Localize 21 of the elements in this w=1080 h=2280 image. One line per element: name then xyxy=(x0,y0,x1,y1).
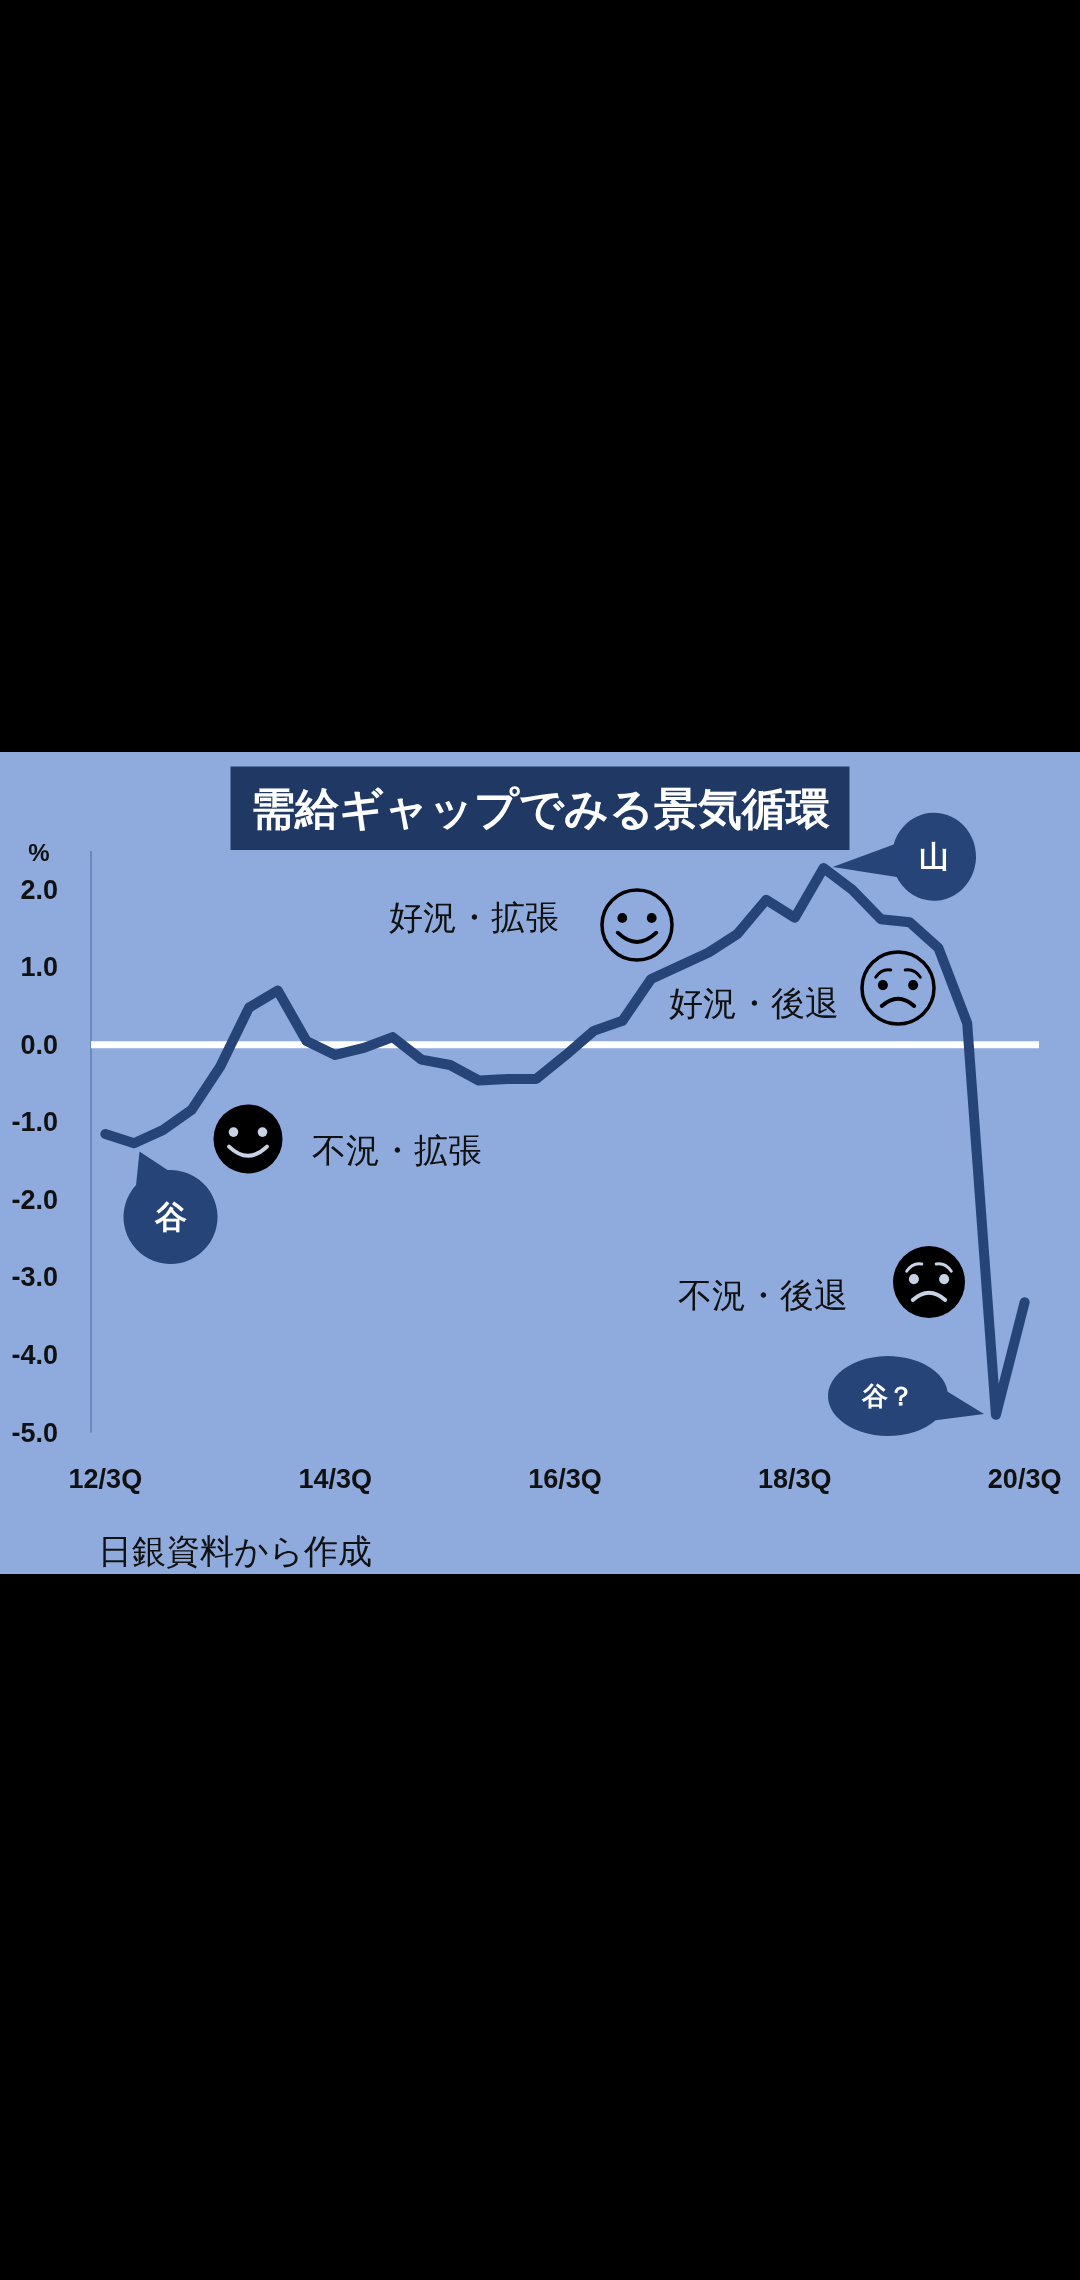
category-label: 20/3Q xyxy=(987,1464,1062,1494)
category-label: 18/3Q xyxy=(758,1464,832,1494)
text: -5.0 xyxy=(11,1417,58,1448)
chart-title: 需給ギャップでみる景気循環 xyxy=(250,783,830,833)
text: -4.0 xyxy=(11,1339,58,1370)
text: 2.0 xyxy=(20,874,58,905)
category-label: 12/3Q xyxy=(68,1464,143,1494)
title: 需給ギャップでみる景気循環 xyxy=(230,766,850,850)
annotation: 不況・拡張 xyxy=(312,1131,482,1169)
text: 0.0 xyxy=(20,1029,58,1060)
annotation: 不況・後退 xyxy=(678,1276,848,1314)
text: -1.0 xyxy=(11,1107,58,1138)
annotation: 日銀資料から作成 xyxy=(98,1532,372,1570)
text: 1.0 xyxy=(20,952,58,983)
text: % xyxy=(28,838,50,866)
annotation: 好況・後退 xyxy=(669,984,839,1022)
text: -2.0 xyxy=(11,1184,58,1215)
category-label: 16/3Q xyxy=(528,1464,602,1494)
category-label: 14/3Q xyxy=(298,1464,372,1494)
text: -3.0 xyxy=(11,1262,58,1293)
annotation: 好況・拡張 xyxy=(389,898,559,936)
